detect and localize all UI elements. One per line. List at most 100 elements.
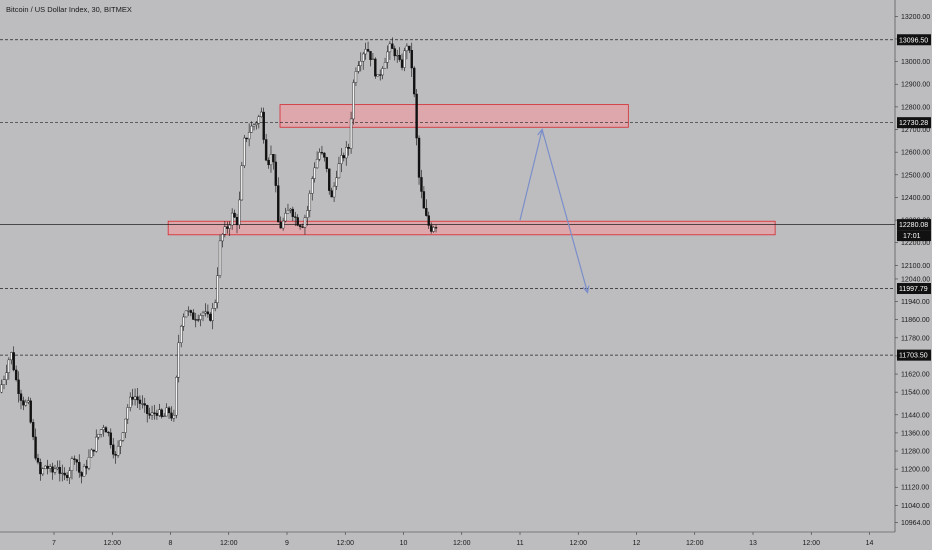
candle-body [63, 472, 66, 476]
candle-body [199, 315, 202, 320]
y-tick-label: 11120.00 [901, 485, 929, 492]
candle-body [362, 53, 365, 62]
candle-body [44, 465, 47, 469]
candle-body [243, 137, 246, 167]
x-tick-label: 14 [866, 540, 874, 547]
y-tick-label: 11780.00 [901, 335, 930, 342]
y-tick-label: 12200.00 [901, 240, 930, 247]
candle-body [175, 377, 178, 416]
candle-body [39, 462, 42, 475]
candle-body [131, 396, 134, 400]
candle-body [371, 58, 375, 60]
candle-body [410, 50, 413, 69]
price-level-label: 12280.08 [899, 222, 928, 229]
candle-body [160, 409, 163, 417]
candle-body [209, 313, 212, 321]
y-tick-label: 12400.00 [901, 195, 930, 202]
candle-body [68, 470, 71, 478]
x-tick-label: 12:00 [336, 540, 354, 547]
projection-segment [519, 129, 543, 221]
candle-body [90, 449, 93, 458]
candle-body [347, 147, 350, 149]
price-level-tag [897, 349, 931, 361]
candle-body [398, 54, 401, 60]
candle-body [260, 111, 263, 117]
candle-body [19, 393, 23, 401]
candle-body [85, 466, 88, 469]
candle-body [262, 111, 265, 140]
candle-body [279, 221, 282, 229]
candle-body [194, 319, 197, 321]
y-tick-label: 11540.00 [901, 390, 930, 397]
candle-body [48, 466, 52, 469]
candle-body [216, 275, 219, 303]
candle-body [41, 468, 45, 475]
candle-body [119, 440, 122, 447]
price-level-tag [897, 34, 931, 46]
candle-body [298, 225, 302, 227]
candle-body [366, 49, 370, 52]
candle-body [29, 400, 32, 423]
candle-body [129, 396, 132, 408]
y-tick-label: 11360.00 [901, 430, 930, 437]
candle-body [104, 427, 108, 433]
candle-body [187, 310, 190, 312]
candle-body [138, 399, 142, 404]
candle-body [313, 167, 316, 179]
candle-body [192, 312, 195, 320]
candle-body [196, 319, 200, 321]
candle-body [247, 132, 251, 140]
candle-body [284, 213, 287, 222]
y-tick-label: 12900.00 [901, 82, 930, 89]
candle-body [73, 458, 76, 460]
y-tick-label: 12100.00 [901, 263, 930, 270]
candle-body [95, 436, 98, 452]
x-tick-label: 12:00 [220, 540, 238, 547]
candle-body [177, 342, 180, 378]
candle-body [167, 407, 171, 414]
candle-body [221, 234, 224, 242]
y-tick-label: 11620.00 [901, 372, 930, 379]
candle-body [257, 116, 261, 124]
candle-body [87, 457, 91, 469]
projection-arrowhead [537, 128, 545, 137]
candle-body [301, 226, 304, 228]
y-tick-label: 12040.00 [901, 276, 930, 283]
candle-body [143, 403, 146, 406]
candle-body [315, 158, 319, 169]
candle-body [22, 400, 25, 406]
candle-body [395, 54, 399, 57]
candle-body [245, 137, 248, 140]
price-level-label: 13096.50 [899, 37, 928, 44]
candle-body [403, 50, 406, 68]
candle-body [420, 177, 423, 192]
candle-body [286, 210, 290, 214]
candle-body [255, 122, 258, 126]
price-levels [0, 39, 895, 356]
candle-body [218, 240, 222, 276]
candle-body [388, 43, 392, 53]
price-level-label: 11703.50 [899, 353, 928, 360]
candle-body [393, 48, 396, 57]
candle-body [107, 431, 110, 434]
candle-body [357, 65, 360, 72]
candle-body [311, 178, 314, 194]
candle-body [2, 379, 6, 385]
candle-body [92, 449, 96, 452]
candle-body [379, 74, 382, 76]
candle-body [126, 407, 129, 420]
y-tick-label: 13000.00 [901, 59, 930, 66]
candle-body [189, 310, 193, 313]
y-tick-label: 11860.00 [901, 317, 930, 324]
candle-body [434, 227, 438, 229]
candle-body [65, 474, 69, 478]
candle-body [80, 472, 83, 477]
candle-body [281, 220, 285, 229]
candle-body [359, 60, 362, 66]
y-tick-label: 11280.00 [901, 449, 930, 456]
candle-body [267, 160, 270, 166]
candle-body [381, 68, 384, 76]
candle-body [364, 49, 367, 55]
y-tick-label: 11040.00 [901, 503, 930, 510]
